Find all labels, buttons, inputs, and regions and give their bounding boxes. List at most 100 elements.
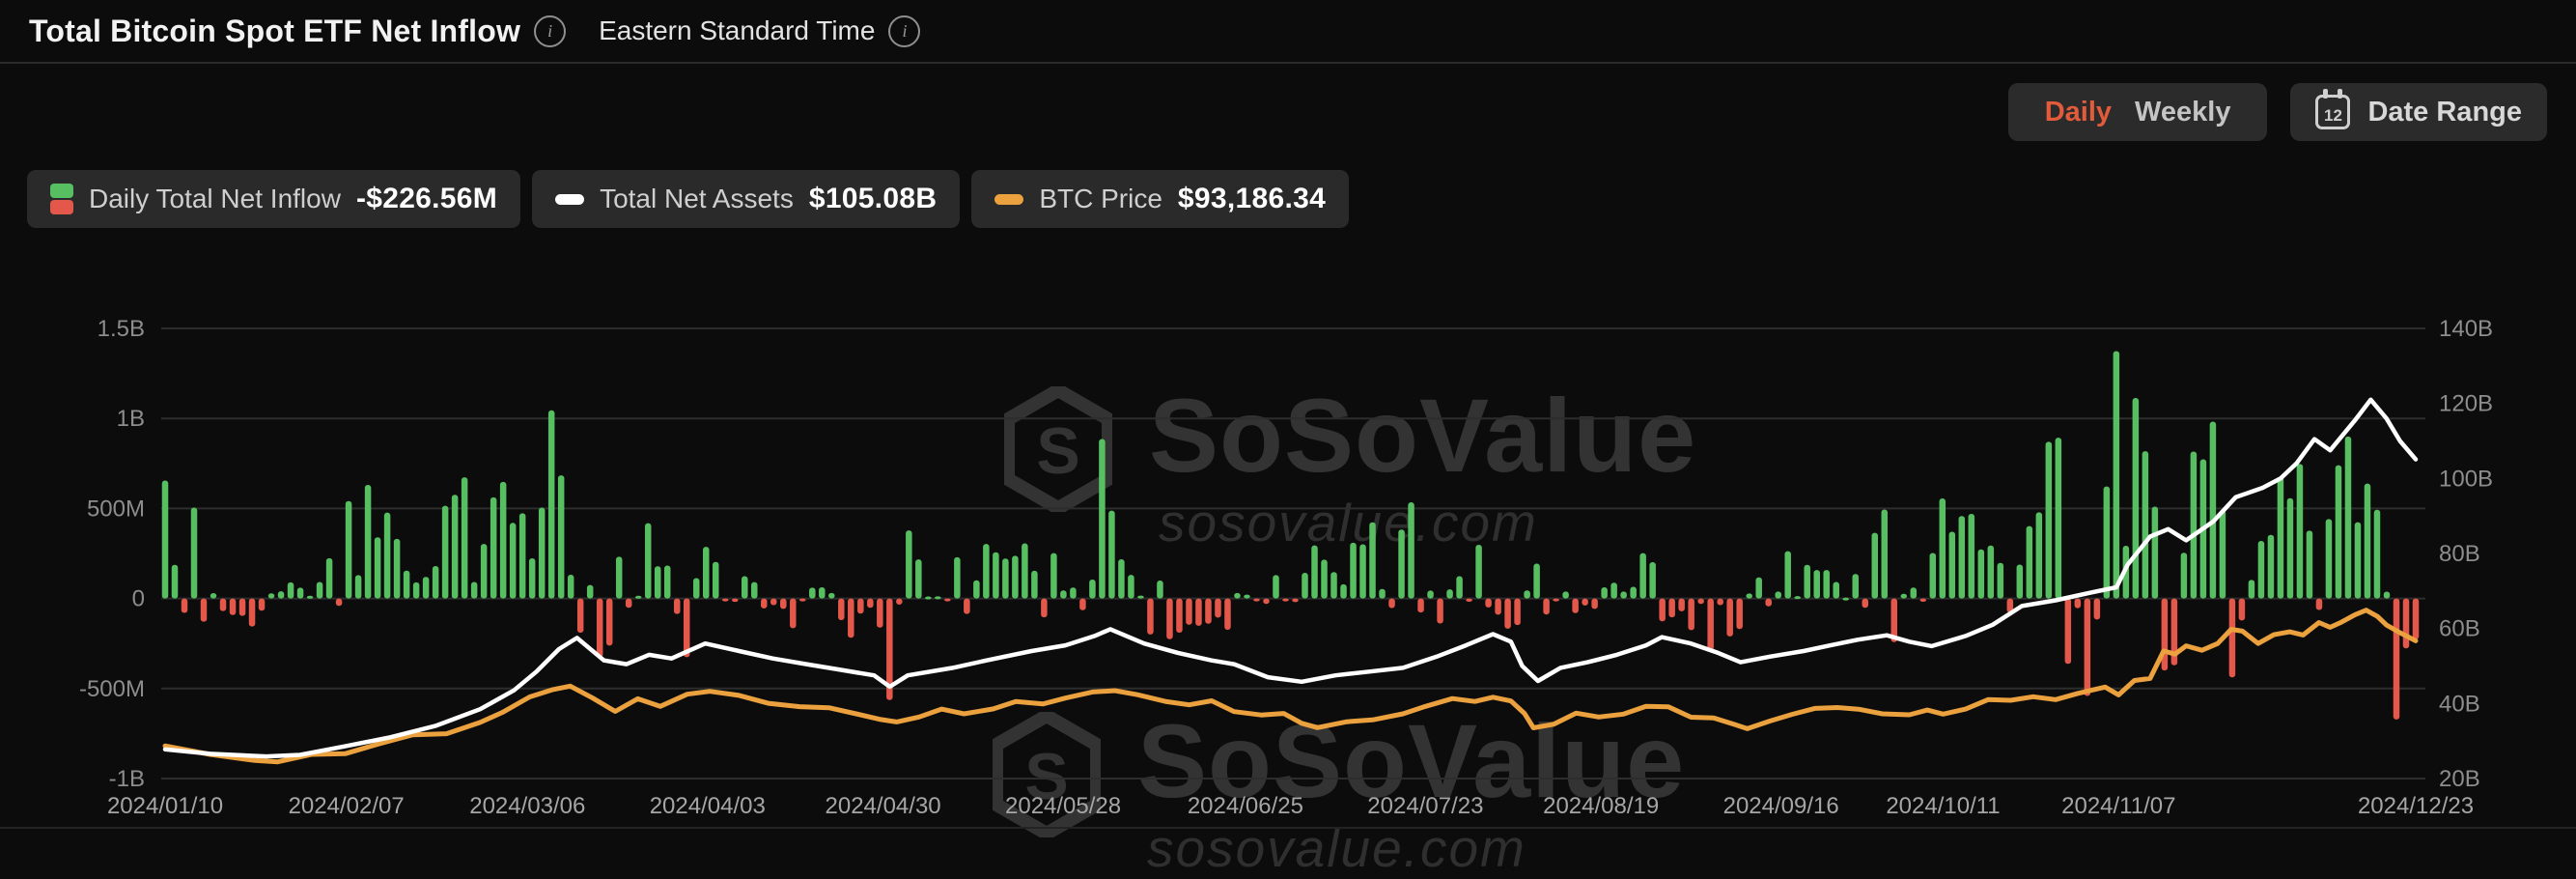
inflow-bar[interactable] (1321, 559, 1328, 599)
inflow-bar[interactable] (1678, 598, 1685, 611)
inflow-bar[interactable] (1273, 575, 1279, 599)
inflow-bar[interactable] (1514, 598, 1521, 626)
inflow-bar[interactable] (1562, 591, 1569, 599)
inflow-bar[interactable] (1630, 586, 1637, 599)
inflow-bar[interactable] (634, 595, 642, 599)
inflow-bar[interactable] (925, 596, 932, 600)
inflow-bar[interactable] (547, 410, 555, 599)
inflow-bar[interactable] (1244, 594, 1250, 599)
inflow-bar[interactable] (296, 587, 304, 599)
inflow-bar[interactable] (1176, 598, 1183, 634)
inflow-bar[interactable] (1968, 513, 1975, 599)
inflow-bar[interactable] (2093, 598, 2101, 620)
inflow-bar[interactable] (742, 576, 748, 599)
inflow-bar[interactable] (2064, 598, 2072, 665)
inflow-bar[interactable] (615, 556, 623, 599)
inflow-bar[interactable] (2161, 598, 2169, 671)
inflow-bar[interactable] (1881, 509, 1889, 599)
net-assets-line[interactable] (162, 397, 2419, 759)
inflow-bar[interactable] (2035, 512, 2043, 599)
legend-chip-net-assets[interactable]: Total Net Assets $105.08B (532, 170, 961, 228)
inflow-bar[interactable] (1330, 572, 1337, 599)
inflow-bar[interactable] (819, 587, 826, 599)
inflow-bar[interactable] (1292, 598, 1299, 603)
inflow-bar[interactable] (1533, 563, 1540, 599)
inflow-bar[interactable] (1234, 592, 1241, 599)
inflow-bar[interactable] (1147, 598, 1154, 635)
inflow-bar[interactable] (1582, 598, 1588, 606)
inflow-bar[interactable] (1359, 544, 1366, 599)
inflow-bar[interactable] (1910, 587, 1918, 599)
inflow-bar[interactable] (2170, 598, 2178, 666)
inflow-bar[interactable] (1890, 598, 1898, 642)
inflow-bar[interactable] (1224, 598, 1231, 631)
inflow-bar[interactable] (2132, 397, 2140, 599)
inflow-bar[interactable] (654, 566, 661, 599)
inflow-bar[interactable] (702, 547, 710, 599)
inflow-bar[interactable] (219, 598, 227, 611)
inflow-bar[interactable] (896, 598, 903, 605)
inflow-bar[interactable] (644, 523, 652, 599)
inflow-bar[interactable] (490, 496, 497, 599)
inflow-bar[interactable] (2257, 540, 2265, 599)
inflow-bar[interactable] (1263, 598, 1270, 605)
inflow-bar[interactable] (2335, 465, 2342, 599)
inflow-bar[interactable] (2228, 598, 2236, 678)
inflow-bar[interactable] (2113, 351, 2120, 599)
inflow-bar[interactable] (200, 598, 208, 622)
inflow-bar[interactable] (1282, 598, 1289, 602)
inflow-bar[interactable] (1311, 545, 1318, 599)
inflow-bar[interactable] (1707, 598, 1714, 651)
inflow-bar[interactable] (1543, 598, 1550, 615)
tab-weekly[interactable]: Weekly (2135, 96, 2231, 128)
inflow-bar[interactable] (2277, 476, 2284, 599)
inflow-bar[interactable] (567, 574, 574, 599)
inflow-bar[interactable] (1350, 542, 1357, 599)
inflow-bar[interactable] (973, 580, 980, 599)
inflow-bar[interactable] (557, 475, 565, 599)
legend-chip-net-inflow[interactable]: Daily Total Net Inflow -$226.56M (27, 170, 521, 228)
inflow-bar[interactable] (1128, 575, 1134, 599)
inflow-bar[interactable] (1118, 558, 1125, 599)
inflow-bar[interactable] (470, 581, 478, 599)
inflow-bar[interactable] (1137, 595, 1144, 599)
inflow-bar[interactable] (1668, 598, 1675, 618)
inflow-bar[interactable] (1215, 598, 1221, 618)
inflow-bar[interactable] (2402, 598, 2410, 649)
legend-chip-btc-price[interactable]: BTC Price $93,186.34 (971, 170, 1350, 228)
inflow-bar[interactable] (1852, 574, 1860, 599)
inflow-bar[interactable] (964, 598, 970, 614)
inflow-bar[interactable] (335, 598, 343, 607)
inflow-bar[interactable] (258, 598, 266, 611)
inflow-bar[interactable] (1050, 553, 1057, 599)
inflow-bar[interactable] (190, 507, 198, 599)
inflow-bar[interactable] (2006, 598, 2014, 613)
inflow-bar[interactable] (1302, 572, 1308, 599)
inflow-bar[interactable] (1099, 439, 1106, 599)
inflow-bar[interactable] (2238, 598, 2246, 621)
inflow-bar[interactable] (1041, 598, 1048, 618)
inflow-bar[interactable] (799, 598, 806, 602)
inflow-bar[interactable] (1591, 598, 1598, 610)
inflow-bar[interactable] (267, 593, 275, 599)
inflow-bar[interactable] (761, 598, 768, 609)
inflow-bar[interactable] (867, 598, 874, 609)
inflow-bar[interactable] (1002, 558, 1009, 599)
inflow-bar[interactable] (857, 598, 864, 614)
inflow-bar[interactable] (2103, 486, 2111, 599)
inflow-bar[interactable] (354, 575, 362, 599)
inflow-bar[interactable] (1475, 545, 1482, 599)
inflow-bar[interactable] (238, 598, 246, 616)
inflow-bar[interactable] (712, 561, 719, 599)
inflow-bar[interactable] (983, 544, 990, 599)
inflow-bar[interactable] (586, 584, 594, 599)
inflow-bar[interactable] (2151, 506, 2159, 599)
inflow-bar[interactable] (1794, 596, 1801, 600)
inflow-bar[interactable] (2325, 519, 2333, 599)
inflow-bar[interactable] (576, 598, 584, 634)
inflow-bar[interactable] (441, 505, 449, 599)
inflow-bar[interactable] (605, 598, 613, 646)
inflow-bar[interactable] (1688, 598, 1694, 631)
inflow-bar[interactable] (229, 598, 237, 615)
inflow-bar[interactable] (1012, 555, 1019, 599)
